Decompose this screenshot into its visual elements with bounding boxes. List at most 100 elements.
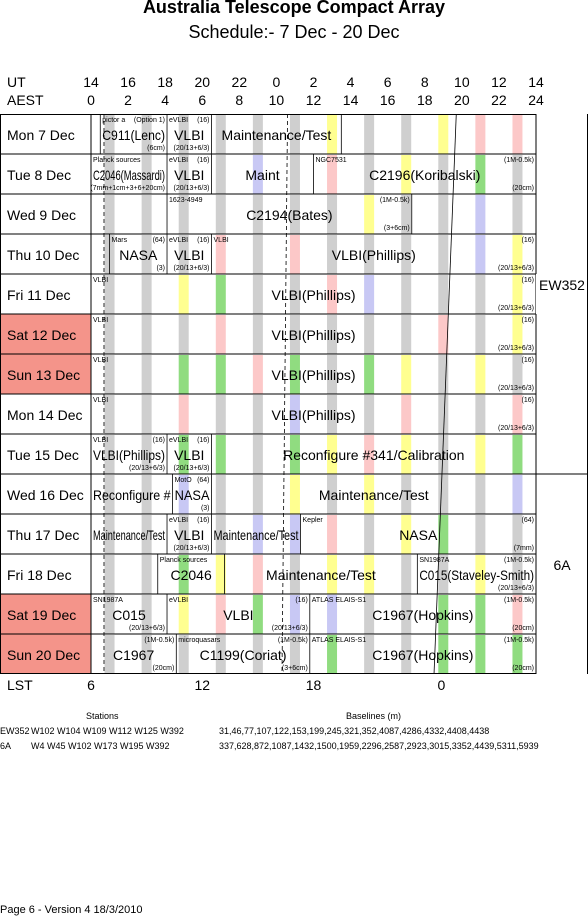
hour-stripe [438,395,449,434]
hour-stripe [438,115,449,154]
day-row [0,553,536,594]
project-label: Maintenance/Test [266,567,376,583]
aest-tick: 24 [528,92,544,108]
hour-stripe [438,595,449,634]
hour-stripe [289,515,300,554]
hour-stripe [327,155,338,194]
day-label: Fri 18 Dec [7,567,72,583]
day-label: Fri 11 Dec [7,287,71,303]
hour-stripe [475,435,486,474]
schedule-grid: Mon 7 Dec C911(Lenc) pictor a (Option 1) (6c… [0,114,588,674]
hour-stripe [252,275,263,314]
hour-stripe [289,315,300,354]
day-label-cell [0,634,91,674]
day-row [0,433,536,474]
day-row [0,233,536,274]
aest-tick: 2 [124,92,132,108]
project-label: VLBI [223,607,253,623]
project-label: NASA [175,487,211,503]
aest-tick: 12 [305,92,322,108]
hour-stripe [438,195,449,234]
config-stations: W102 W104 W109 W112 W125 W392 [31,726,184,736]
project-label: C015 [112,607,146,623]
aest-tick: 6 [198,92,207,108]
source-label: Kepler [303,517,324,524]
hour-stripe [141,595,152,634]
hour-stripe [512,155,523,194]
band-label: (3) [201,505,210,512]
aest-tick: 14 [342,92,359,108]
hour-stripe [512,555,523,594]
hour-stripe [289,635,300,674]
lst-label: LST [7,677,33,693]
ut-tick: 2 [309,74,318,90]
aest-tick: 4 [161,92,170,108]
hour-stripe [289,435,300,474]
hour-stripe [215,475,226,514]
priority-label: (64) [522,517,534,524]
hour-stripe [289,115,300,154]
band-label: (20/13+6/3) [498,265,534,272]
hour-stripe [327,235,338,274]
priority-label: (1M-0.5k) [504,557,534,564]
hour-stripe [475,515,486,554]
project-label: C1967 [113,647,154,663]
hour-stripe [327,635,338,674]
hour-stripe [289,355,300,394]
hour-stripe [327,275,338,314]
band-label: (20/13+6/3) [129,465,165,472]
hour-stripe [512,435,523,474]
hour-stripe [141,275,152,314]
hour-stripe [475,555,486,594]
project-label: C2196(Koribalski) [369,167,480,183]
page-subtitle: Schedule:- 7 Dec - 20 Dec [188,22,400,42]
priority-label: (1M-0.5k) [278,637,308,644]
hour-stripe [252,475,263,514]
hour-stripe [215,315,226,354]
hour-stripe [512,635,523,674]
config-name: EW352 [0,726,30,736]
band-label: (20/13+6/3) [129,625,165,632]
hour-stripe [438,435,449,474]
band-label: (20cm) [153,665,175,672]
project-label: C015(Staveley-Smith) [419,567,534,583]
source-label: Planck sources [93,157,141,164]
config-baselines: 31,46,77,107,122,153,199,245,321,352,408… [219,726,490,736]
hour-stripe [141,475,152,514]
lst-tick: 0 [437,677,446,693]
hour-stripe [141,155,152,194]
hour-stripe [475,195,486,234]
day-label: Wed 16 Dec [7,487,84,503]
hour-stripe [401,395,412,434]
priority-label: (16) [153,437,165,444]
band-label: (20/13+6/3) [174,185,210,192]
hour-stripe [364,435,375,474]
day-row [0,393,536,434]
hour-stripe [215,635,226,674]
hour-stripe [364,515,375,554]
priority-label: (16) [522,317,534,324]
hour-stripe [178,515,189,554]
hour-stripe [178,435,189,474]
source-label: eVLBI [169,597,188,604]
day-row [0,513,536,554]
config-stations: W4 W45 W102 W173 W195 W392 [31,741,170,751]
hour-stripe [438,155,449,194]
aest-label: AEST [7,92,44,108]
source-label: SN1987A [419,557,449,564]
hour-stripe [289,235,300,274]
band-label: (7mm+1cm+3+6+20cm) [90,185,165,192]
priority-label: (1M-0.5k) [504,597,534,604]
day-row [0,273,536,314]
hour-stripe [141,635,152,674]
hour-stripe [141,555,152,594]
day-row [0,313,536,354]
config-cell [536,274,588,314]
project-label: NASA [399,527,438,543]
day-row [0,193,536,234]
hour-stripe [401,555,412,594]
project-label: Maintenance/Test [93,527,165,543]
hour-stripe [327,195,338,234]
source-label: ATLAS ELAIS-S1 [312,637,366,644]
source-label: microquasars [178,637,221,644]
